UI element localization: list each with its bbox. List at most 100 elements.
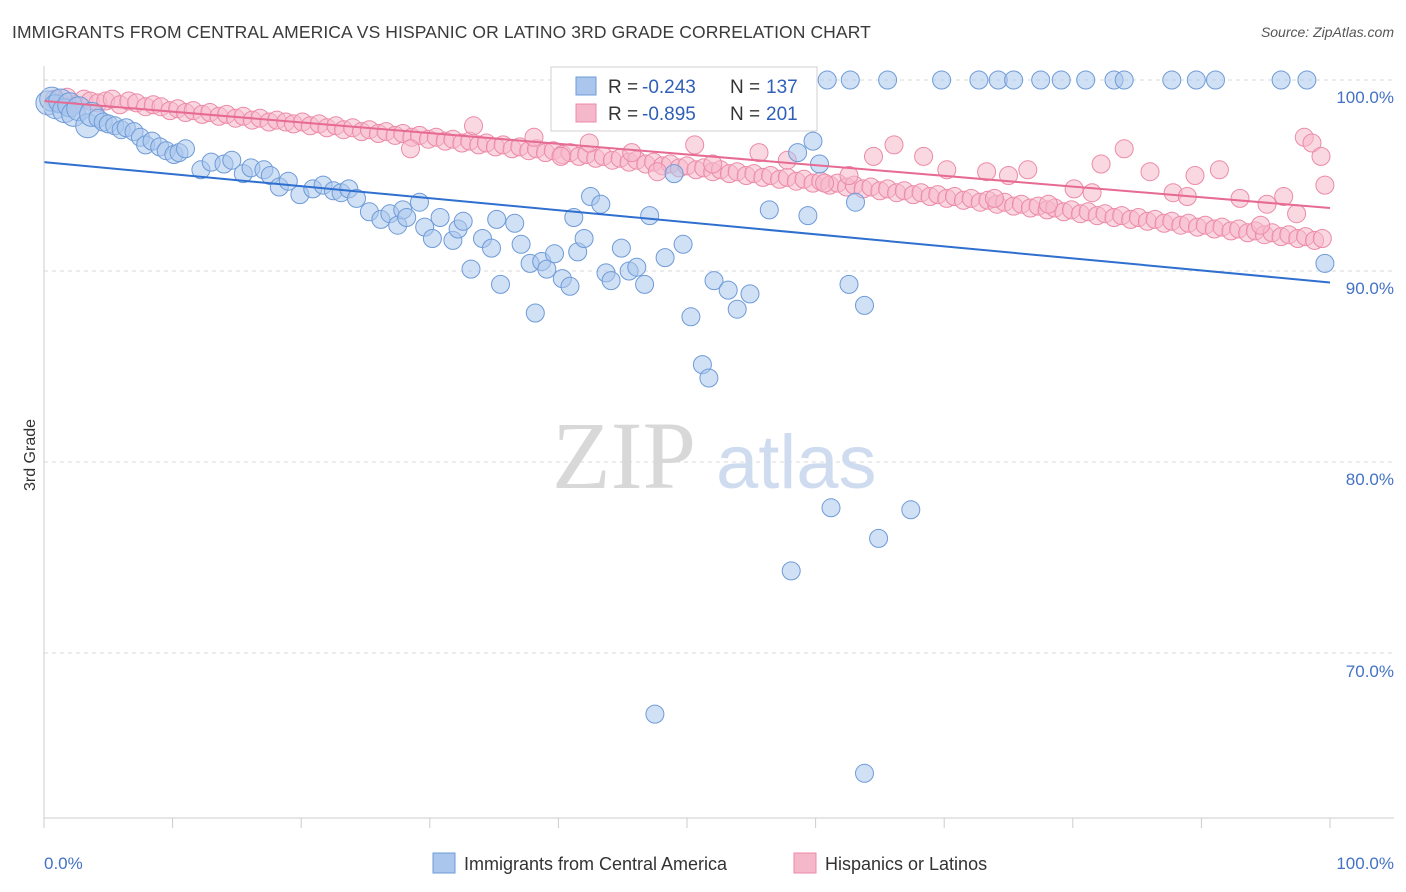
blue-point-124 (1271, 70, 1291, 90)
pink-point-190 (1082, 183, 1102, 203)
y-tick-100: 100.0% (1336, 88, 1394, 107)
blue-point-89 (718, 280, 738, 300)
source-credit: Source: ZipAtlas.com (1260, 24, 1394, 40)
blue-point-113 (969, 70, 989, 90)
watermark-atlas: atlas (716, 420, 877, 505)
blue-point-123 (1206, 70, 1225, 90)
legend-swatch-pink (575, 103, 597, 123)
blue-point-79 (635, 274, 655, 294)
blue-point-63 (525, 303, 545, 323)
series-legend: Immigrants from Central America Hispanic… (432, 852, 987, 874)
legend-r-value-1: -0.243 (642, 77, 696, 98)
blue-point-65 (537, 259, 557, 279)
pink-point-169 (914, 146, 934, 166)
blue-point-75 (601, 271, 621, 291)
bottom-legend-swatch-blue (432, 852, 456, 874)
legend-n-label-2: N = (730, 104, 760, 125)
blue-point-66 (545, 244, 564, 264)
blue-point-117 (1051, 70, 1071, 90)
blue-point-110 (840, 70, 860, 90)
pink-point-182 (1230, 188, 1250, 208)
legend-n-value-2: 201 (766, 104, 798, 125)
bottom-legend-label-1: Immigrants from Central America (464, 854, 728, 874)
pink-point-163 (749, 143, 769, 163)
blue-point-54 (453, 211, 473, 231)
blue-point-55 (461, 259, 481, 279)
pink-point-155 (464, 116, 483, 136)
pink-point-186 (1302, 133, 1322, 153)
pink-point-162 (703, 154, 723, 174)
pink-point-157 (551, 146, 571, 166)
pink-point-174 (1038, 194, 1058, 214)
y-axis-title: 3rd Grade (22, 419, 39, 491)
pink-point-180 (1185, 166, 1205, 185)
blue-point-122 (1186, 70, 1206, 90)
pink-point-158 (579, 133, 599, 153)
blue-point-121 (1162, 70, 1182, 90)
blue-point-116 (1031, 70, 1051, 90)
bottom-legend-swatch-pink (793, 852, 817, 874)
blue-point-60 (505, 213, 525, 233)
blue-point-92 (759, 200, 779, 220)
blue-point-81 (645, 704, 665, 724)
blue-point-102 (855, 763, 874, 783)
pink-point-178 (1140, 162, 1160, 182)
blue-point-91 (740, 284, 760, 304)
blue-point-115 (1004, 70, 1024, 90)
blue-point-93 (781, 561, 801, 581)
blue-point-101 (855, 295, 874, 315)
pink-point-189 (984, 188, 1004, 208)
pink-point-156 (524, 127, 544, 147)
legend-r-label-2: R = (608, 104, 638, 125)
central-america-trend-line (43, 161, 1331, 284)
watermark-zip: ZIP (552, 402, 696, 509)
pink-point-177 (1114, 139, 1134, 159)
pink-point-170 (937, 160, 957, 180)
chart-title: IMMIGRANTS FROM CENTRAL AMERICA VS HISPA… (12, 22, 871, 42)
blue-point-24 (176, 139, 195, 159)
pink-point-176 (1091, 154, 1111, 174)
blue-point-73 (591, 194, 611, 214)
blue-point-85 (681, 307, 701, 327)
blue-point-68 (560, 276, 580, 296)
legend-r-value-2: -0.895 (642, 104, 696, 125)
legend-n-value-1: 137 (766, 77, 798, 98)
pink-point-166 (839, 166, 859, 185)
y-tick-70: 70.0% (1346, 662, 1394, 681)
blue-point-51 (422, 229, 442, 248)
blue-point-112 (932, 70, 952, 90)
x-tick-0: 0.0% (44, 854, 83, 873)
legend-swatch-blue (575, 76, 597, 96)
x-tick-100: 100.0% (1336, 854, 1394, 873)
blue-point-83 (664, 164, 684, 184)
blue-point-82 (655, 248, 675, 268)
blue-point-98 (821, 498, 841, 518)
blue-point-84 (673, 234, 693, 254)
blue-point-61 (511, 234, 531, 254)
pink-point-173 (1018, 160, 1038, 180)
pink-point-159 (622, 143, 642, 163)
blue-point-87 (699, 368, 719, 388)
blue-point-47 (397, 208, 417, 227)
blue-point-118 (1076, 70, 1096, 90)
y-tick-80: 80.0% (1346, 470, 1394, 489)
blue-point-35 (278, 171, 298, 191)
blue-point-96 (803, 131, 823, 151)
blue-point-59 (491, 274, 510, 294)
blue-point-125 (1297, 70, 1317, 90)
pink-point-187 (1311, 146, 1331, 166)
pink-point-188 (1315, 175, 1335, 195)
legend-n-label-1: N = (730, 77, 760, 98)
bottom-legend-label-2: Hispanics or Latinos (825, 854, 987, 874)
pink-point-167 (864, 146, 883, 166)
blue-point-88 (704, 271, 724, 291)
blue-point-95 (798, 206, 818, 226)
blue-point-57 (482, 238, 501, 258)
blue-point-28 (222, 150, 242, 170)
pink-point-154 (401, 139, 420, 159)
pink-point-193 (1287, 204, 1307, 224)
x-axis-ticks (43, 818, 1331, 828)
correlation-legend: R = -0.243 N = 137 R = -0.895 N = 201 (550, 66, 818, 132)
blue-point-103 (869, 528, 889, 548)
